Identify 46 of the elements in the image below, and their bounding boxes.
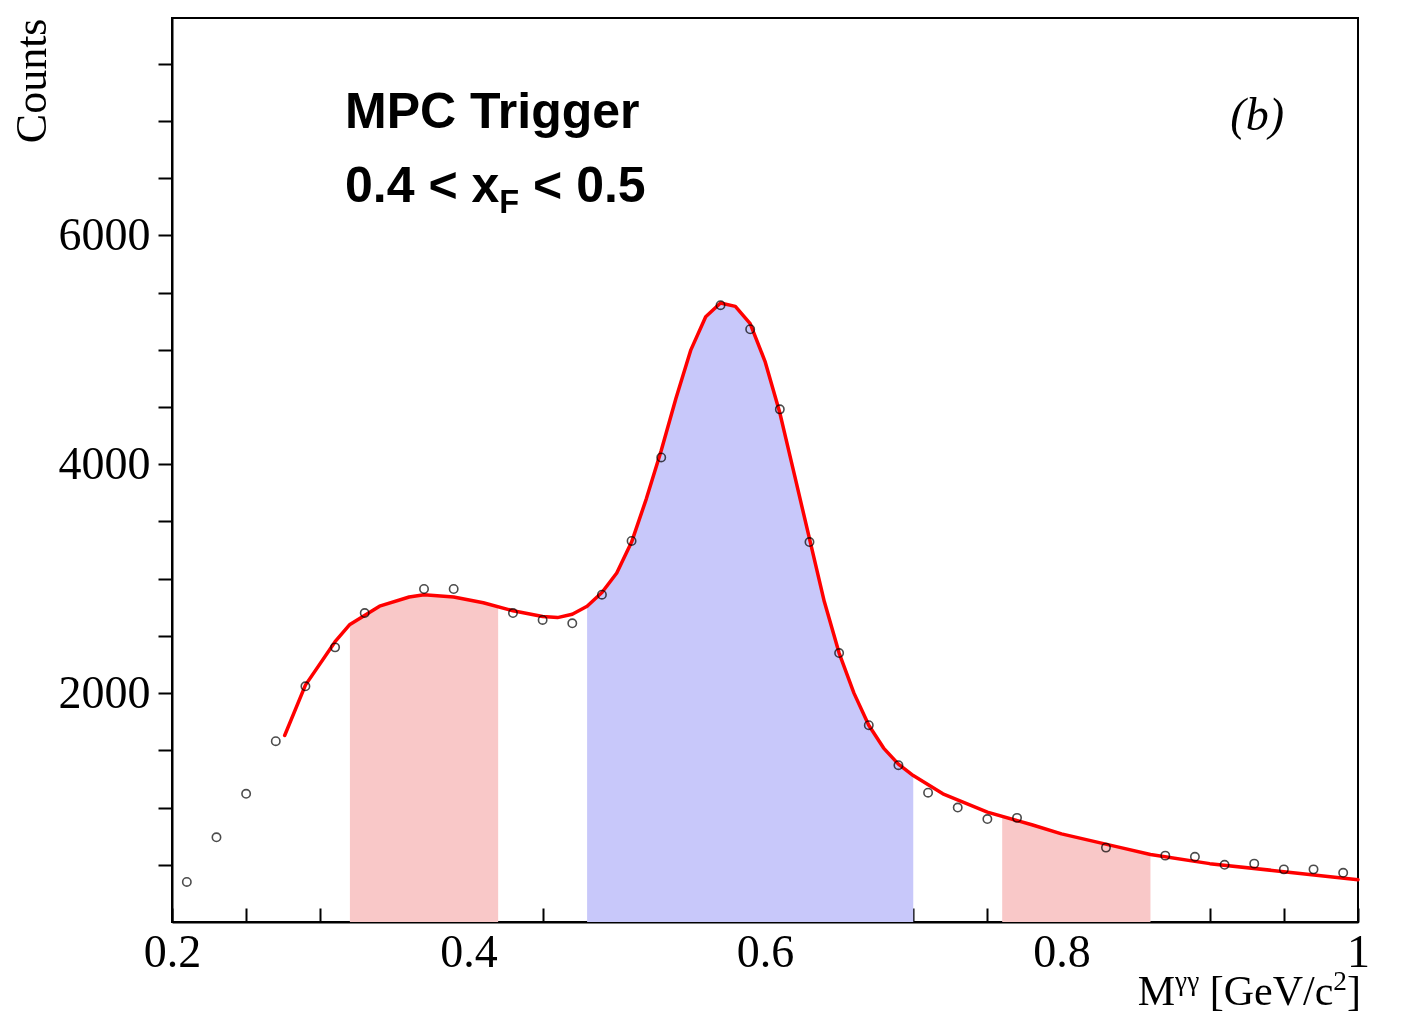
point	[923, 787, 934, 798]
point	[1100, 842, 1111, 853]
y-tick-label: 6000	[58, 208, 151, 260]
point	[715, 300, 726, 311]
point	[1012, 812, 1023, 823]
y-tick-label: 2000	[58, 666, 151, 718]
point	[1160, 850, 1171, 861]
annotation: MPC Trigger	[345, 82, 640, 140]
point	[241, 788, 252, 799]
point	[419, 584, 430, 594]
point	[1278, 864, 1289, 875]
point	[181, 876, 192, 887]
point	[567, 618, 578, 629]
point	[537, 614, 548, 625]
point	[359, 608, 370, 619]
point	[893, 760, 904, 771]
point	[270, 736, 281, 747]
point	[1249, 858, 1260, 869]
x-tick-label: 0.2	[143, 925, 202, 977]
y-axis-title: Counts	[6, 18, 56, 144]
point	[745, 324, 756, 335]
point	[596, 589, 607, 600]
point	[1189, 851, 1200, 862]
point	[982, 814, 993, 824]
point	[448, 584, 459, 594]
point	[1219, 859, 1230, 870]
y-tick-label: 4000	[58, 437, 151, 489]
point	[626, 535, 637, 546]
point	[300, 681, 311, 692]
point	[863, 720, 874, 731]
point	[330, 642, 341, 653]
point	[834, 648, 845, 659]
x-tick-label: 0.6	[736, 925, 795, 977]
annotation: (b)	[1230, 88, 1284, 141]
line-series	[282, 301, 1360, 882]
point	[1338, 867, 1349, 878]
point	[804, 537, 815, 548]
x-tick-label: 0.8	[1033, 925, 1091, 977]
point	[952, 802, 963, 813]
point	[656, 452, 667, 463]
point	[774, 404, 785, 415]
point	[507, 608, 518, 619]
x-tick-label: 0.4	[440, 925, 498, 977]
point	[211, 832, 222, 843]
point	[1308, 864, 1319, 875]
annotation: 0.4 < x$_{F}$ < 0.5	[345, 156, 646, 221]
